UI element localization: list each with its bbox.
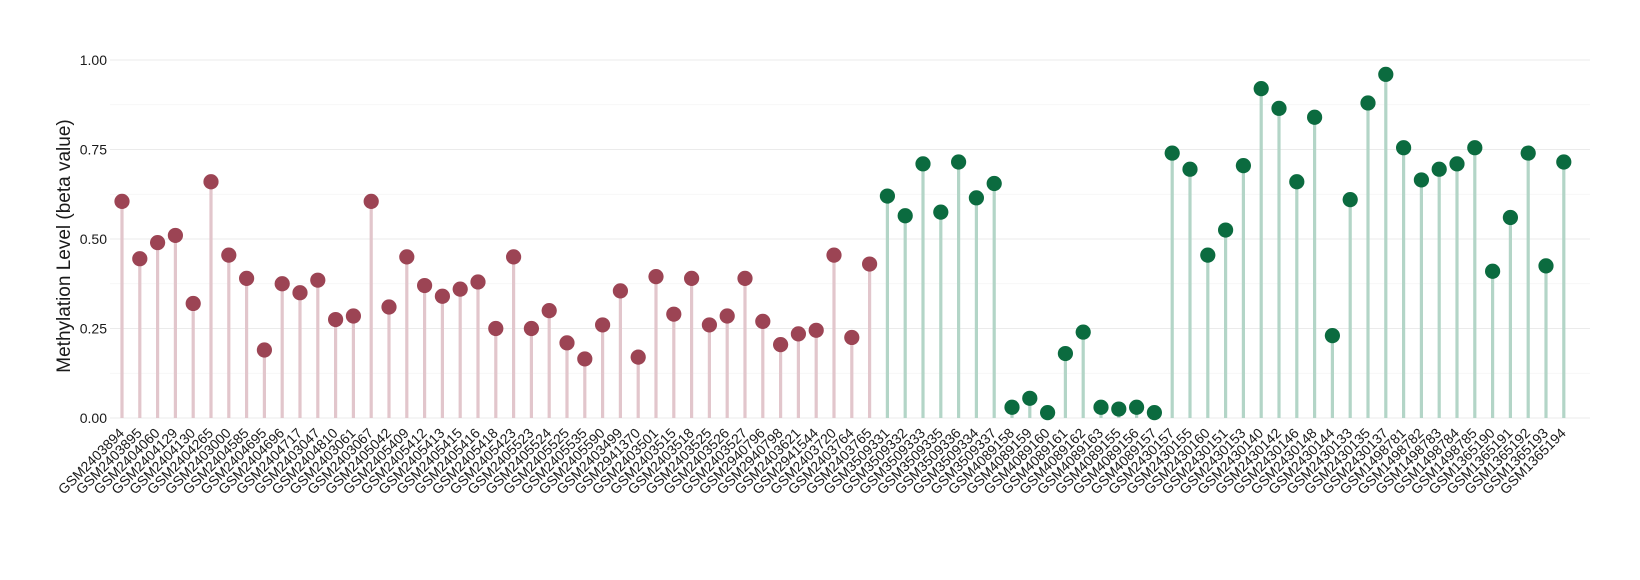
lollipop-point: [114, 193, 130, 210]
lollipop-point: [1111, 401, 1127, 417]
lollipop-point: [1520, 145, 1536, 161]
lollipop-point: [808, 322, 824, 338]
lollipop-point: [1235, 158, 1251, 174]
lollipop-point: [1431, 161, 1447, 177]
lollipop-point: [826, 247, 842, 263]
y-axis-title: Methylation Level (beta value): [54, 119, 75, 372]
lollipop-point: [666, 306, 682, 322]
lollipop-point: [595, 317, 611, 333]
lollipop-point: [879, 188, 896, 204]
lollipop-point: [132, 251, 148, 267]
lollipop-point: [773, 337, 789, 353]
lollipop-point: [203, 174, 219, 190]
lollipop-point: [862, 256, 878, 272]
lollipop-point: [915, 156, 931, 172]
lollipop-point: [1538, 258, 1554, 274]
lollipop-point: [1164, 145, 1180, 161]
lollipop-point: [844, 329, 860, 346]
lollipop-point: [1040, 405, 1056, 421]
lollipop-point: [523, 320, 540, 337]
lollipop-points: [114, 66, 1572, 421]
lollipop-point: [1218, 222, 1234, 238]
lollipop-point: [612, 283, 629, 299]
lollipop-point: [1360, 95, 1376, 111]
lollipop-point: [701, 317, 718, 333]
lollipop-point: [559, 335, 575, 351]
lollipop-point: [1075, 324, 1091, 340]
lollipop-point: [1342, 192, 1358, 208]
lollipop-point: [1396, 140, 1412, 156]
lollipop-point: [719, 308, 735, 324]
lollipop-point: [470, 274, 486, 290]
lollipop-point: [488, 320, 504, 337]
lollipop-point: [1413, 172, 1429, 188]
x-axis-labels: GSM2403894GSM2403895GSM2404060GSM2404129…: [55, 425, 1569, 498]
lollipop-point: [274, 276, 290, 292]
lollipop-point: [328, 311, 344, 328]
gridlines: [110, 59, 1590, 419]
lollipop-point: [221, 247, 237, 263]
y-tick-label: 0.00: [80, 410, 107, 426]
lollipop-point: [648, 268, 664, 285]
lollipop-point: [951, 154, 967, 170]
y-tick-label: 0.50: [80, 231, 107, 247]
lollipop-point: [292, 285, 308, 301]
lollipop-point: [1093, 399, 1109, 415]
lollipop-point: [1449, 156, 1465, 172]
lollipop-point: [1022, 390, 1038, 406]
lollipop-point: [1057, 345, 1073, 362]
lollipop-point: [505, 249, 522, 265]
lollipop-point: [1307, 109, 1323, 125]
lollipop-point: [986, 175, 1002, 192]
lollipop-point: [185, 295, 201, 312]
lollipop-point: [1485, 263, 1501, 279]
lollipop-point: [434, 288, 450, 304]
lollipop-point: [933, 204, 949, 220]
lollipop-point: [1182, 161, 1198, 177]
lollipop-point: [1289, 174, 1305, 190]
lollipop-point: [1200, 247, 1216, 263]
lollipop-point: [417, 277, 433, 294]
lollipop-point: [1502, 209, 1518, 226]
lollipop-point: [310, 272, 326, 288]
lollipop-point: [1253, 81, 1269, 97]
lollipop-point: [1271, 100, 1287, 116]
lollipop-point: [1146, 405, 1162, 421]
lollipop-point: [1467, 140, 1483, 156]
lollipop-point: [399, 249, 415, 265]
lollipop-stems: [120, 74, 1566, 418]
lollipop-point: [737, 270, 753, 286]
lollipop-point: [167, 227, 183, 244]
y-tick-label: 1.00: [80, 52, 107, 68]
lollipop-point: [541, 303, 557, 319]
y-tick-label: 0.25: [80, 321, 107, 337]
lollipop-point: [381, 299, 397, 315]
lollipop-point: [1378, 66, 1394, 82]
lollipop-point: [363, 193, 379, 210]
y-axis-ticks: 0.00 0.25 0.50 0.75 1.00: [80, 52, 107, 426]
lollipop-point: [1324, 328, 1340, 344]
lollipop-point: [1004, 399, 1020, 415]
lollipop-point: [150, 234, 166, 251]
lollipop-point: [897, 208, 913, 224]
lollipop-point: [452, 281, 468, 297]
lollipop-point: [684, 270, 700, 286]
lollipop-point: [1129, 399, 1145, 415]
lollipop-point: [755, 313, 771, 329]
lollipop-point: [239, 270, 255, 286]
lollipop-point: [968, 190, 985, 206]
lollipop-point: [630, 349, 646, 365]
lollipop-point: [345, 308, 361, 324]
lollipop-point: [256, 342, 272, 358]
lollipop-point: [1556, 154, 1572, 170]
y-tick-label: 0.75: [80, 142, 107, 158]
lollipop-point: [790, 326, 807, 342]
lollipop-point: [577, 351, 593, 367]
